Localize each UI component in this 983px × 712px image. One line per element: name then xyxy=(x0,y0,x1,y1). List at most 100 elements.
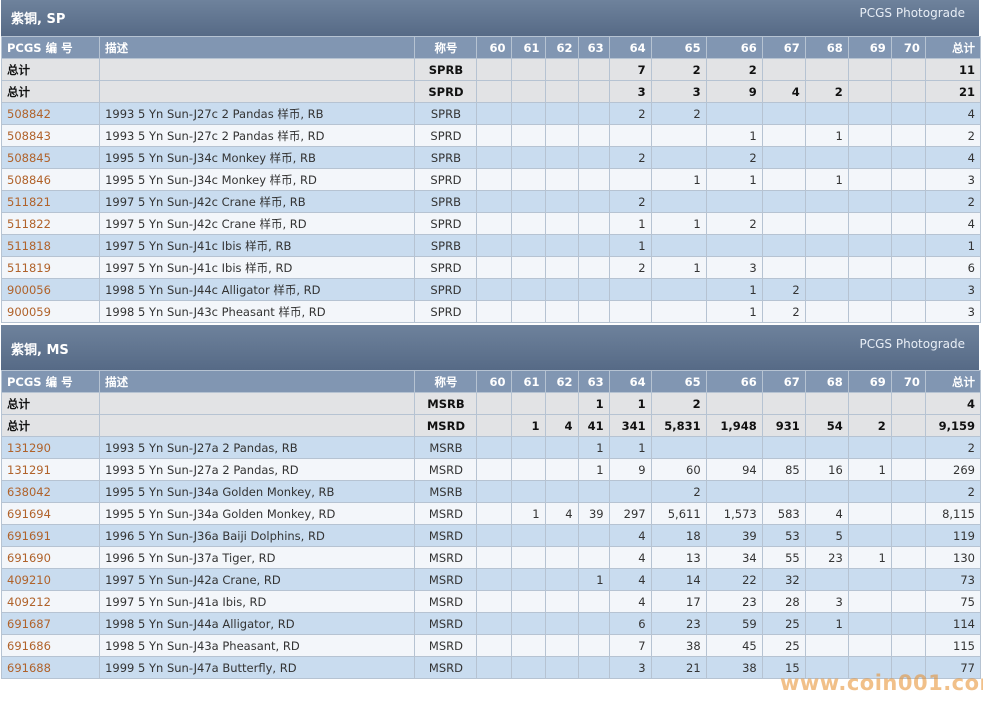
table-cell: 25 xyxy=(761,612,806,635)
table-cell xyxy=(577,102,610,125)
pcgs-code: 691690 xyxy=(0,546,101,569)
table-cell xyxy=(544,146,579,169)
table-cell xyxy=(847,300,892,323)
table-cell xyxy=(761,168,806,191)
table-cell: 75 xyxy=(924,590,982,613)
table-cell xyxy=(510,656,546,679)
table-row: 511819 1997 5 Yn Sun-J41c Ibis 样币, RD SPRD… xyxy=(0,256,982,279)
table-cell xyxy=(544,590,579,613)
table-row: 409212 1997 5 Yn Sun-J41a Ibis, RD MSRD 4 17… xyxy=(0,590,982,613)
table-cell xyxy=(544,212,579,235)
table-cell: 2 xyxy=(847,414,892,437)
table-cell: MSRD xyxy=(414,612,478,635)
table-cell xyxy=(804,436,849,459)
column-header: 65 xyxy=(650,370,707,393)
table-cell xyxy=(476,58,512,81)
table-cell xyxy=(804,568,849,591)
table-cell xyxy=(476,480,512,503)
table-cell xyxy=(476,234,512,257)
table-cell: 1 xyxy=(847,546,892,569)
table-cell: 2 xyxy=(924,124,982,147)
table-cell: 13 xyxy=(650,546,707,569)
table-cell xyxy=(577,256,610,279)
table-cell: 4 xyxy=(924,102,982,125)
table-cell: 18 xyxy=(650,524,707,547)
table-row: 508843 1993 5 Yn Sun-J27c 2 Pandas 样币, RD… xyxy=(0,124,982,147)
table-cell xyxy=(847,168,892,191)
table-cell: 1993 5 Yn Sun-J27c 2 Pandas 样币, RD xyxy=(99,124,416,147)
table-cell: 3 xyxy=(608,656,652,679)
table-cell xyxy=(608,168,652,191)
table-cell: 4 xyxy=(924,146,982,169)
table-cell xyxy=(847,436,892,459)
table-cell: 15 xyxy=(761,656,806,679)
table-cell xyxy=(608,480,652,503)
table-cell xyxy=(510,146,546,169)
column-header: 61 xyxy=(510,370,546,393)
table-cell: 2 xyxy=(650,58,707,81)
table-cell: 23 xyxy=(705,590,763,613)
table-cell: 2 xyxy=(650,102,707,125)
table-cell xyxy=(761,102,806,125)
table-cell xyxy=(577,124,610,147)
table-cell: 1,948 xyxy=(705,414,763,437)
table-cell xyxy=(577,656,610,679)
table-cell: 总计 xyxy=(0,392,101,415)
table-row: 508845 1995 5 Yn Sun-J34c Monkey 样币, RB SP… xyxy=(0,146,982,169)
table-cell: 1996 5 Yn Sun-J36a Baiji Dolphins, RD xyxy=(99,524,416,547)
table-cell xyxy=(804,392,849,415)
table-cell xyxy=(804,102,849,125)
table-cell xyxy=(705,190,763,213)
table-cell: SPRD xyxy=(414,168,478,191)
table-cell xyxy=(705,102,763,125)
table-cell xyxy=(544,634,579,657)
table-cell: 7 xyxy=(608,634,652,657)
table-cell xyxy=(847,590,892,613)
table-cell: 28 xyxy=(761,590,806,613)
table-cell: 2 xyxy=(608,102,652,125)
table-cell xyxy=(510,480,546,503)
table-cell xyxy=(761,436,806,459)
table-cell xyxy=(847,524,892,547)
table-cell xyxy=(847,190,892,213)
pcgs-code: 508843 xyxy=(0,124,101,147)
table-cell: 2 xyxy=(705,58,763,81)
table-cell: 2 xyxy=(924,436,982,459)
table-cell: 45 xyxy=(705,634,763,657)
table-cell: 54 xyxy=(804,414,849,437)
column-header: 63 xyxy=(577,36,610,59)
table-cell: 297 xyxy=(608,502,652,525)
table-cell xyxy=(577,168,610,191)
section-header: 紫铜, MS PCGS Photograde xyxy=(1,325,979,370)
table-cell: SPRB xyxy=(414,58,478,81)
table-cell: 60 xyxy=(650,458,707,481)
table-cell xyxy=(476,546,512,569)
table-cell: SPRB xyxy=(414,190,478,213)
table-cell: 2 xyxy=(650,392,707,415)
table-cell xyxy=(577,58,610,81)
table-cell xyxy=(476,590,512,613)
table-cell: 1999 5 Yn Sun-J47a Butterfly, RD xyxy=(99,656,416,679)
table-cell xyxy=(890,124,926,147)
table-cell xyxy=(510,124,546,147)
table-cell: 4 xyxy=(924,392,982,415)
table-cell xyxy=(510,102,546,125)
pcgs-code: 691686 xyxy=(0,634,101,657)
table-cell xyxy=(890,212,926,235)
table-cell: 41 xyxy=(577,414,610,437)
header-row: PCGS 编 号描述 称号 60 61 62 63 64 65 66 67 68 69 70 总计 xyxy=(0,370,982,393)
table-cell xyxy=(890,524,926,547)
table-cell: 1997 5 Yn Sun-J41a Ibis, RD xyxy=(99,590,416,613)
column-header: 67 xyxy=(761,370,806,393)
table-cell xyxy=(650,146,707,169)
table-cell xyxy=(476,102,512,125)
table-cell xyxy=(890,256,926,279)
column-header: 61 xyxy=(510,36,546,59)
table-cell: 1 xyxy=(577,436,610,459)
table-cell: SPRD xyxy=(414,278,478,301)
table-cell xyxy=(476,256,512,279)
table-cell xyxy=(577,612,610,635)
table-cell xyxy=(544,546,579,569)
table-cell: 2 xyxy=(705,146,763,169)
table-cell xyxy=(476,168,512,191)
